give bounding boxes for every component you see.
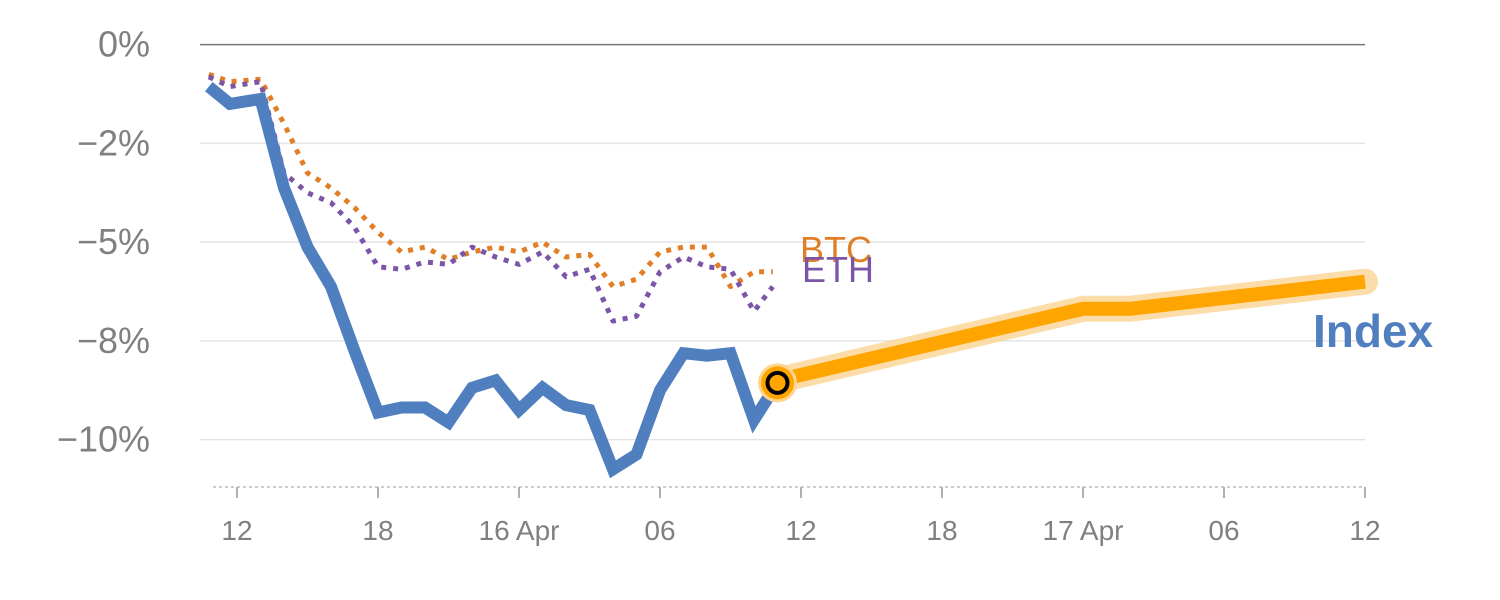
x-tick-label: 12 [221,515,252,546]
x-tick-label: 18 [362,515,393,546]
series-line-index [204,81,783,479]
projection-line [775,274,1366,388]
series-label-btc: BTC [800,229,872,270]
x-tick-label: 17 Apr [1043,515,1124,546]
x-tick-label: 12 [785,515,816,546]
y-tick-label: −8% [77,320,150,361]
y-tick-label: 0% [98,24,150,65]
series-line-btc [207,71,773,290]
x-tick-label: 16 Apr [479,515,560,546]
x-tick-label: 06 [1208,515,1239,546]
series-label-index: Index [1313,305,1434,357]
x-tick-label: 18 [926,515,957,546]
series-label-eth: ETH [802,249,874,290]
current-point-marker [765,370,790,395]
x-tick-label: 12 [1349,515,1380,546]
x-tick-label: 06 [644,515,675,546]
y-tick-label: −2% [77,122,150,163]
y-tick-label: −5% [77,221,150,262]
y-tick-label: −10% [57,419,150,460]
series-line-eth [207,74,775,324]
